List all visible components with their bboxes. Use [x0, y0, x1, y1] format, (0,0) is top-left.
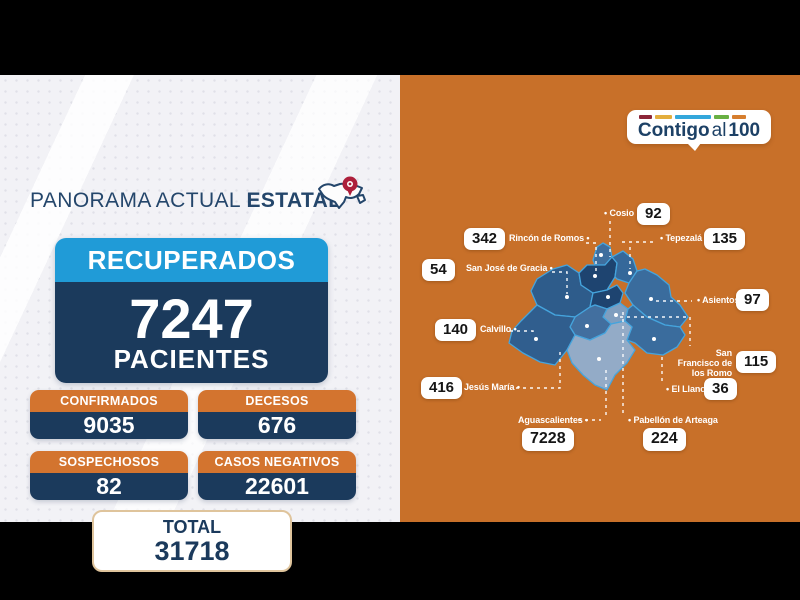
total-box: TOTAL 31718 — [92, 510, 292, 572]
map-label-pabellon-de-arteaga: Pabellón de Arteaga — [628, 415, 717, 425]
municipality-cosio — [592, 242, 613, 266]
map-badge-rincon-de-romos: 342 — [464, 228, 506, 250]
municipality-jesus-maria — [569, 304, 612, 341]
recovered-header: RECUPERADOS — [55, 238, 328, 282]
dash-maroon — [639, 115, 652, 119]
map-label-el-llano: El Llano — [666, 384, 705, 394]
stat-box-casos-negativos: CASOS NEGATIVOS 22601 — [198, 451, 356, 500]
map-panel: Contigo al 100 — [400, 75, 800, 522]
total-value: 31718 — [154, 536, 230, 566]
stat-label: SOSPECHOSOS — [30, 451, 188, 473]
map-badge-tepezala: 135 — [704, 228, 746, 250]
map-label-cosio: Cosio — [580, 208, 634, 218]
recovered-unit: PACIENTES — [113, 343, 270, 374]
stat-box-sospechosos: SOSPECHOSOS 82 — [30, 451, 188, 500]
map-label-jesus-maria: Jesús María — [464, 382, 520, 392]
map-label-san-francisco-de-los-romo: San Francisco de los Romo — [677, 348, 732, 378]
page-title-bold: ESTATAL — [246, 189, 342, 212]
dash-yellow — [655, 115, 672, 119]
municipality-tepezala — [611, 250, 638, 284]
total-label: TOTAL — [162, 517, 222, 537]
stat-value: 676 — [198, 412, 356, 439]
dash-orange — [732, 115, 746, 119]
map-badge-pabellon-de-arteaga: 224 — [643, 428, 686, 451]
dash-green — [714, 115, 729, 119]
dash-cyan — [675, 115, 711, 119]
stat-box-confirmados: CONFIRMADOS 9035 — [30, 390, 188, 439]
stat-box-decesos: DECESOS 676 — [198, 390, 356, 439]
map-label-aguascalientes: Aguascalientes — [518, 415, 588, 425]
stat-label: CASOS NEGATIVOS — [198, 451, 356, 473]
stat-label: DECESOS — [198, 390, 356, 412]
stat-value: 22601 — [198, 473, 356, 500]
stat-value: 9035 — [30, 412, 188, 439]
map-badge-cosio: 92 — [637, 203, 670, 225]
recovered-card: RECUPERADOS 7247 PACIENTES — [55, 238, 328, 383]
municipality-asientos — [624, 268, 689, 328]
map-badge-san-jose-de-gracia: 54 — [422, 259, 455, 281]
recovered-body: 7247 PACIENTES — [55, 282, 328, 383]
logo-contigo: Contigo — [637, 120, 710, 141]
municipality-pabellon-de-arteaga — [589, 284, 624, 310]
map-badge-san-francisco-de-los-romo: 115 — [736, 351, 777, 373]
map-label-calvillo: Calvillo — [480, 324, 517, 334]
map-label-rincon-de-romos: Rincón de Romos — [509, 233, 589, 243]
map-badge-calvillo: 140 — [435, 319, 477, 341]
stat-value: 82 — [30, 473, 188, 500]
recovered-value: 7247 — [129, 286, 254, 350]
map-badge-asientos: 97 — [736, 289, 769, 311]
municipality-aguascalientes — [566, 320, 636, 391]
stat-label: CONFIRMADOS — [30, 390, 188, 412]
logo-al: al — [711, 120, 727, 141]
logo-text: Contigo al 100 — [627, 120, 771, 142]
map-badge-jesus-maria: 416 — [421, 377, 463, 399]
map-label-san-jose-de-gracia: San José de Gracia — [466, 263, 553, 273]
map-label-tepezala: Tepezalá — [660, 233, 702, 243]
municipality-san-francisco-de-los-romo — [602, 302, 629, 325]
municipality-rincon-de-romos — [578, 256, 618, 294]
mexico-map-icon — [316, 175, 368, 219]
label-connectors — [510, 221, 692, 421]
contigo-al-100-logo: Contigo al 100 — [627, 110, 771, 151]
map-label-asientos: Asientos — [697, 295, 739, 305]
logo-100: 100 — [728, 120, 761, 141]
page-title: PANORAMA ACTUAL ESTATAL — [30, 189, 341, 213]
map-badge-aguascalientes: 7228 — [522, 428, 574, 451]
map-badge-el-llano: 36 — [704, 378, 737, 400]
stats-panel: PANORAMA ACTUAL ESTATAL RECUPERADOS 7247… — [0, 75, 400, 572]
letterbox-top — [0, 0, 800, 75]
logo-color-dashes — [639, 115, 746, 119]
page-title-regular: PANORAMA ACTUAL — [30, 189, 241, 212]
municipality-calvillo — [508, 304, 576, 366]
